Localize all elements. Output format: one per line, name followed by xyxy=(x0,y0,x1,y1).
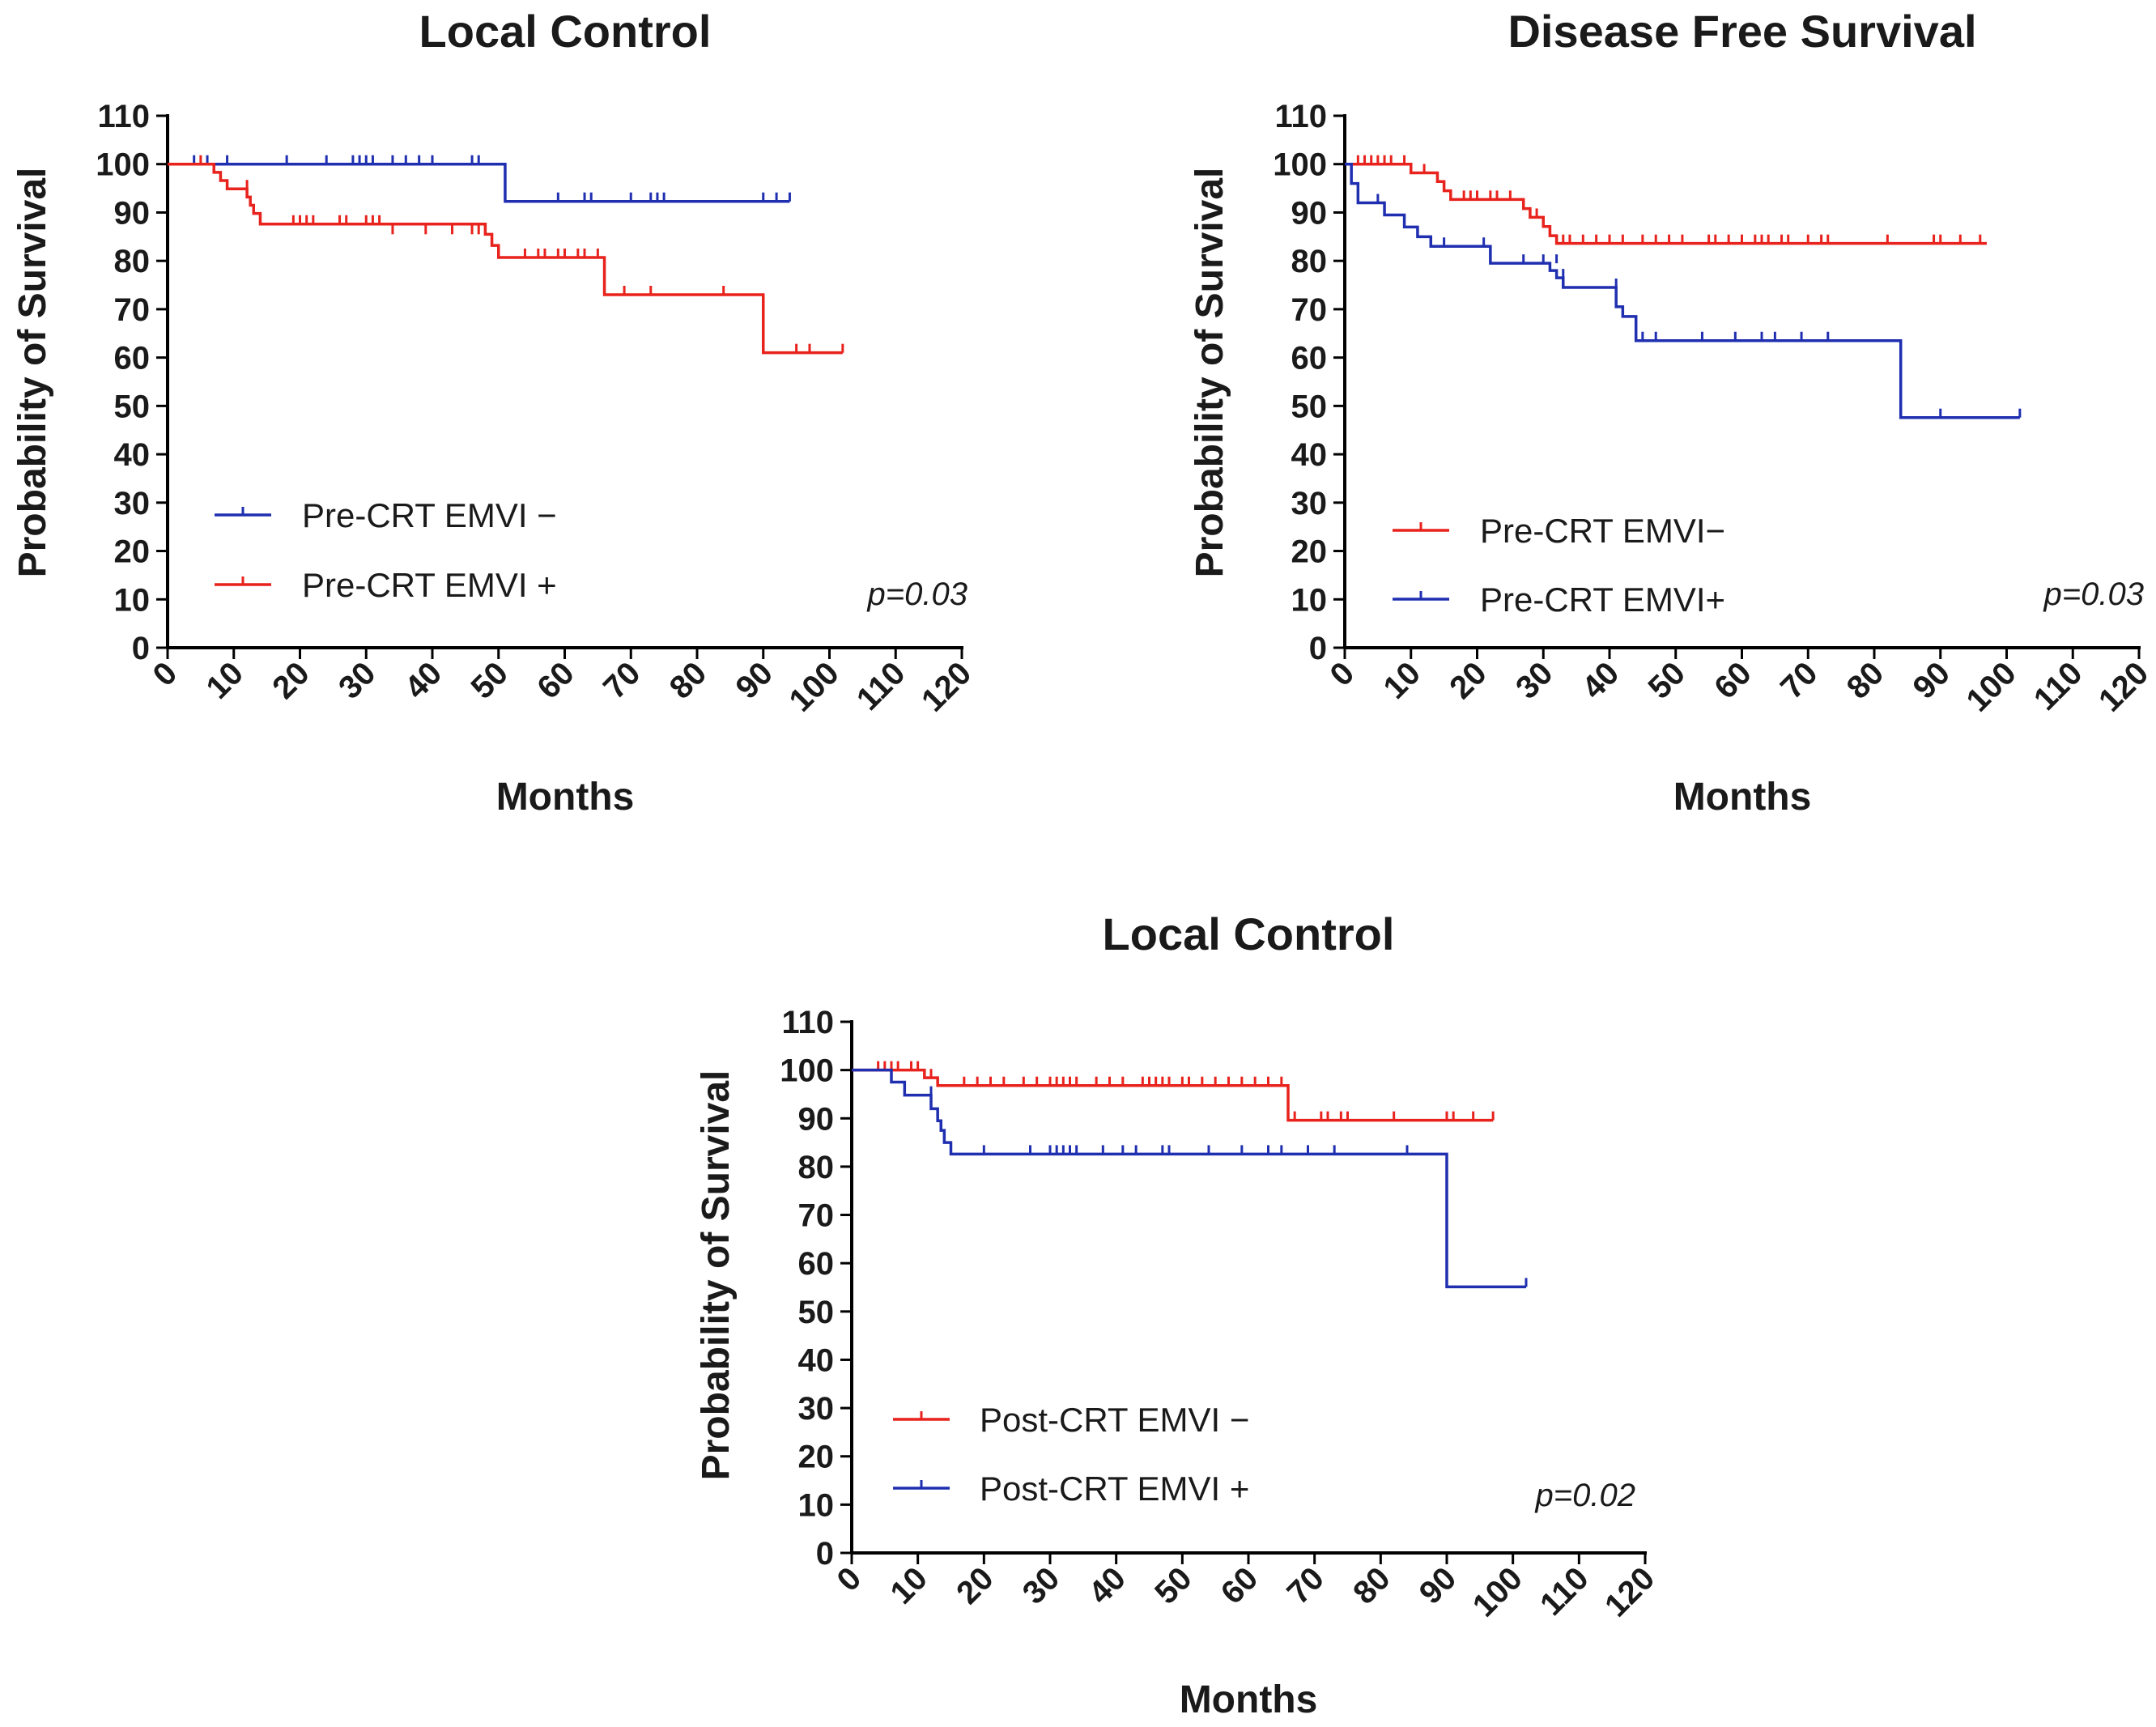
y-tick-label: 30 xyxy=(1291,486,1328,521)
axes xyxy=(156,114,963,659)
survival-curve-1 xyxy=(168,162,790,203)
x-axis-label: Months xyxy=(1180,1678,1318,1721)
survival-curves xyxy=(1345,155,2022,419)
y-tick-label: 90 xyxy=(1291,195,1328,231)
y-tick-label: 0 xyxy=(1309,631,1327,666)
y-tick-label: 40 xyxy=(798,1342,835,1378)
survival-curves xyxy=(852,1061,1528,1289)
y-tick-label: 70 xyxy=(798,1198,835,1234)
y-tick-label: 70 xyxy=(114,292,151,328)
axes xyxy=(1333,114,2141,659)
y-tick-labels: 0 10 20 30 40 50 60 70 80 90 100 110 xyxy=(1273,99,1327,666)
y-tick-label: 60 xyxy=(114,341,151,376)
legend: Pre-CRT EMVI− Pre-CRT EMVI+ xyxy=(1393,512,1725,619)
y-tick-label: 90 xyxy=(114,195,151,231)
axes xyxy=(840,1020,1647,1564)
survival-curves xyxy=(168,155,844,355)
y-tick-label: 50 xyxy=(1291,389,1328,424)
y-tick-label: 80 xyxy=(1291,244,1328,279)
y-tick-labels: 0 10 20 30 40 50 60 70 80 90 100 110 xyxy=(780,1005,834,1572)
y-tick-label: 60 xyxy=(1291,341,1328,376)
y-tick-label: 10 xyxy=(798,1487,835,1523)
y-tick-labels: 0 10 20 30 40 50 60 70 80 90 100 110 xyxy=(96,99,150,666)
legend-entry: Pre-CRT EMVI− xyxy=(1480,512,1725,550)
y-tick-label: 20 xyxy=(798,1440,835,1475)
p-value-annotation: p=0.03 xyxy=(2043,576,2144,612)
survival-curve-2 xyxy=(852,1068,1526,1289)
chart-title: Disease Free Survival xyxy=(1507,6,1976,57)
legend: Pre-CRT EMVI − Pre-CRT EMVI + xyxy=(215,496,557,604)
y-tick-label: 0 xyxy=(816,1536,834,1572)
y-tick-label: 80 xyxy=(114,244,151,279)
x-axis-label: Months xyxy=(1673,776,1812,819)
chart-disease-free-survival: Disease Free Survival Probability of Sur… xyxy=(1189,6,2155,819)
y-tick-label: 110 xyxy=(97,99,150,134)
x-axis-label: Months xyxy=(496,776,635,819)
y-tick-label: 20 xyxy=(114,534,151,570)
legend-entry: Pre-CRT EMVI − xyxy=(302,496,557,534)
y-tick-label: 110 xyxy=(1274,99,1327,134)
p-value-annotation: p=0.02 xyxy=(1535,1478,1635,1513)
legend-entry: Post-CRT EMVI − xyxy=(980,1401,1249,1439)
y-tick-label: 10 xyxy=(114,582,151,618)
chart-title: Local Control xyxy=(1103,908,1395,959)
y-tick-label: 110 xyxy=(781,1005,834,1040)
survival-curve-2 xyxy=(1345,162,2020,419)
legend-entry: Pre-CRT EMVI+ xyxy=(1480,581,1725,619)
chart-title: Local Control xyxy=(419,6,712,57)
y-tick-label: 20 xyxy=(1291,534,1328,570)
y-tick-label: 40 xyxy=(1291,437,1328,473)
y-axis-label: Probability of Survival xyxy=(1189,168,1231,578)
legend-entry: Post-CRT EMVI + xyxy=(980,1470,1249,1508)
legend: Post-CRT EMVI − Post-CRT EMVI + xyxy=(893,1401,1249,1508)
y-tick-label: 30 xyxy=(114,486,151,521)
y-tick-label: 0 xyxy=(132,631,150,666)
y-axis-label: Probability of Survival xyxy=(11,168,54,578)
y-tick-label: 60 xyxy=(798,1246,835,1282)
y-tick-label: 50 xyxy=(114,389,151,424)
y-tick-label: 70 xyxy=(1291,292,1328,328)
y-tick-label: 10 xyxy=(1291,582,1328,618)
y-tick-label: 90 xyxy=(798,1101,835,1137)
y-axis-label: Probability of Survival xyxy=(695,1070,738,1481)
survival-curve-1 xyxy=(852,1068,1494,1122)
survival-curve-2 xyxy=(168,162,843,355)
legend-entry: Pre-CRT EMVI + xyxy=(302,566,557,604)
y-tick-label: 100 xyxy=(1273,147,1327,183)
y-tick-label: 50 xyxy=(798,1295,835,1330)
y-tick-label: 80 xyxy=(798,1150,835,1185)
y-tick-label: 100 xyxy=(780,1053,834,1089)
y-tick-label: 40 xyxy=(114,437,151,473)
y-tick-label: 100 xyxy=(96,147,150,183)
y-tick-label: 30 xyxy=(798,1391,835,1427)
p-value-annotation: p=0.03 xyxy=(867,576,967,612)
